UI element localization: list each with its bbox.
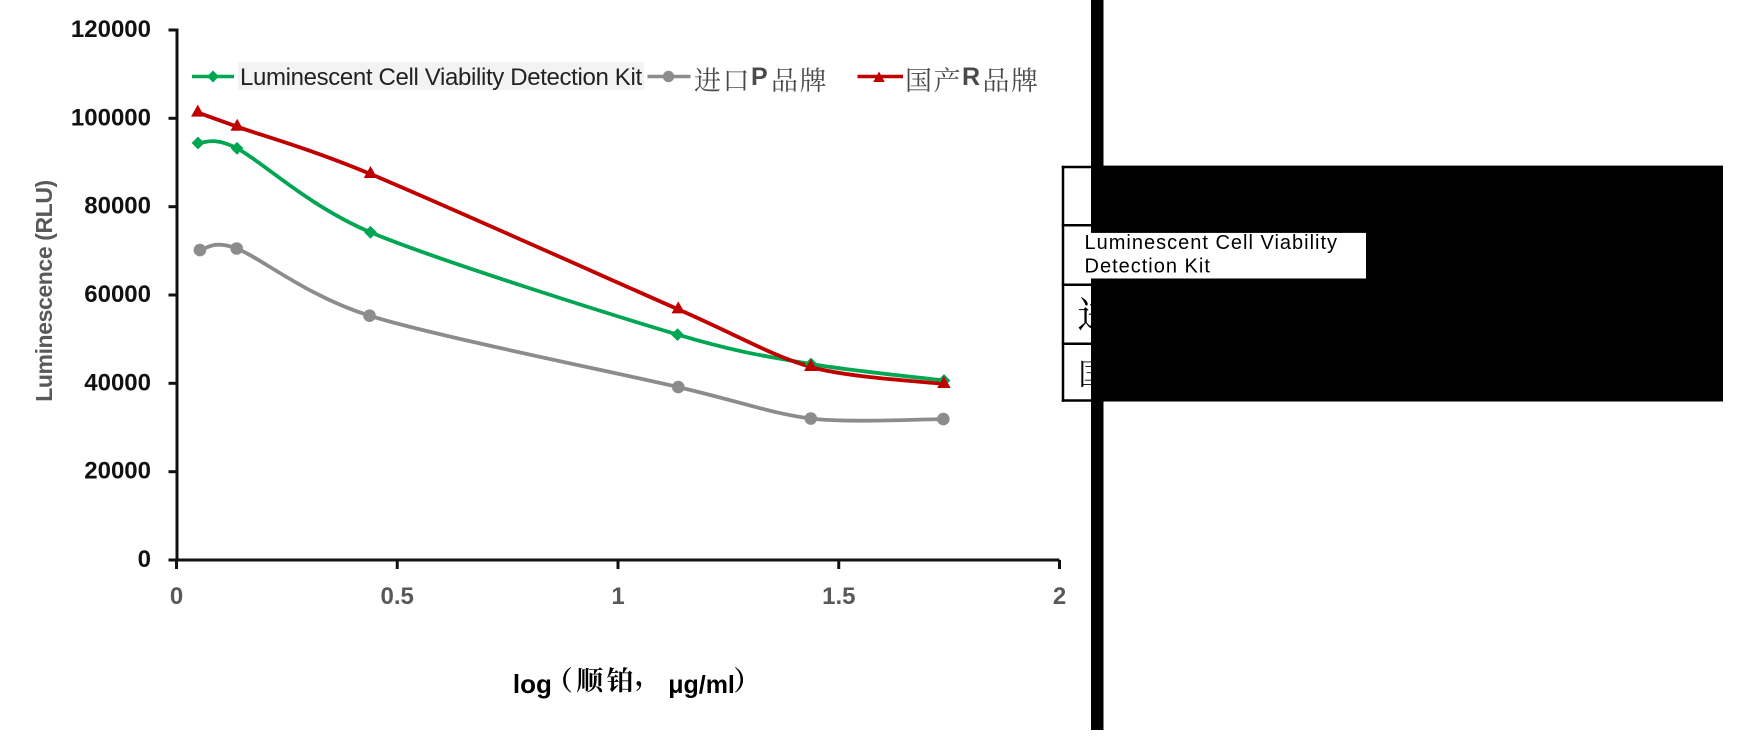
svg-text:Detection Kit: Detection Kit xyxy=(1085,256,1211,278)
svg-text:Luminescence (RLU): Luminescence (RLU) xyxy=(31,180,57,402)
svg-text:1.5: 1.5 xyxy=(822,583,855,610)
svg-text:100000: 100000 xyxy=(71,104,151,131)
svg-text:1: 1 xyxy=(611,583,624,610)
svg-text:120000: 120000 xyxy=(71,16,151,43)
svg-text:40000: 40000 xyxy=(84,369,151,396)
svg-text:60000: 60000 xyxy=(84,281,151,308)
svg-text:20000: 20000 xyxy=(84,458,151,485)
svg-text:P: P xyxy=(751,63,768,91)
svg-text:Luminescent Cell Viability Det: Luminescent Cell Viability Detection Kit xyxy=(240,64,642,91)
svg-text:log: log xyxy=(513,669,552,699)
svg-text:R: R xyxy=(962,63,980,91)
svg-text:80000: 80000 xyxy=(84,193,151,220)
svg-text:Luminescent Cell Viability: Luminescent Cell Viability xyxy=(1085,232,1339,254)
svg-text:2: 2 xyxy=(1053,583,1066,610)
svg-text:0: 0 xyxy=(138,546,151,573)
svg-text:0: 0 xyxy=(170,583,183,610)
svg-text:μg/ml: μg/ml xyxy=(668,671,735,699)
svg-text:0.5: 0.5 xyxy=(381,583,414,610)
